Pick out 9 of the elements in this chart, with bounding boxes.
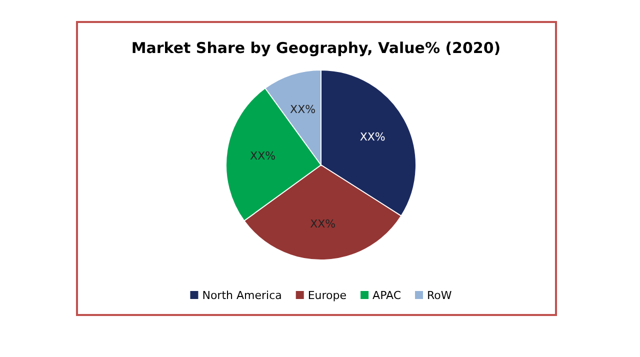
legend-label: Europe <box>308 289 347 302</box>
data-label: XX% <box>360 130 386 144</box>
legend-label: North America <box>202 289 282 302</box>
legend-label: RoW <box>427 289 452 302</box>
chart-title: Market Share by Geography, Value% (2020) <box>131 39 501 57</box>
data-label: XX% <box>250 150 276 163</box>
data-label: XX% <box>310 218 336 231</box>
legend-label: APAC <box>372 289 402 302</box>
data-label: XX% <box>290 102 316 116</box>
